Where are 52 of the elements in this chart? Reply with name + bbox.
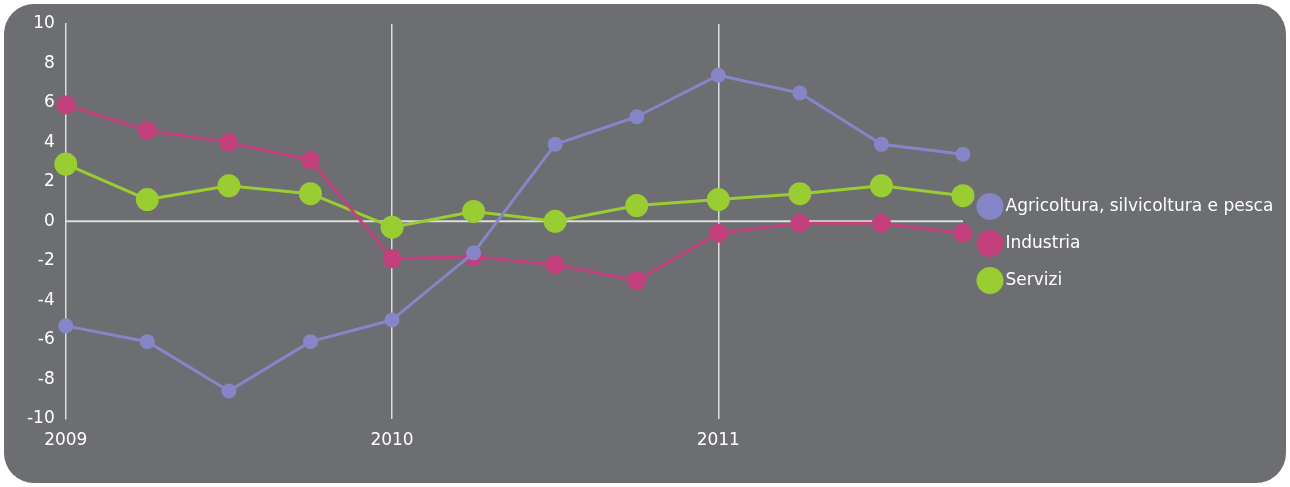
point: [629, 109, 645, 125]
point: [710, 67, 726, 83]
y-tick-label: 4: [43, 130, 55, 151]
point: [137, 121, 157, 141]
y-tick-label: 0: [43, 209, 55, 230]
point: [625, 194, 649, 218]
legend-label: Agricoltura, silvicoltura e pesca: [1005, 194, 1274, 215]
point: [545, 255, 565, 275]
point: [869, 174, 893, 198]
point: [543, 209, 567, 233]
y-tick-label: 10: [33, 12, 55, 33]
y-tick-label: -8: [37, 367, 55, 388]
legend-label: Industria: [1005, 231, 1081, 252]
x-tick-label: 2009: [44, 429, 88, 450]
point: [953, 223, 973, 243]
x-tick-label: 2011: [696, 429, 740, 450]
y-tick-label: -4: [37, 288, 55, 309]
point: [382, 249, 402, 269]
point: [627, 270, 647, 290]
y-tick-label: -2: [37, 249, 55, 270]
point: [58, 318, 74, 334]
point: [380, 215, 404, 239]
point: [466, 245, 482, 261]
point: [221, 383, 237, 399]
point: [462, 199, 486, 223]
point: [708, 223, 728, 243]
point: [871, 213, 891, 233]
point: [792, 85, 808, 101]
point: [298, 182, 322, 206]
y-tick-label: 2: [43, 170, 55, 191]
point: [302, 334, 318, 350]
point: [706, 188, 730, 212]
point: [790, 213, 810, 233]
point: [547, 136, 563, 152]
y-tick-label: 6: [43, 91, 55, 112]
y-tick-label: 8: [43, 51, 55, 72]
legend-label: Servizi: [1005, 268, 1063, 289]
y-tick-label: -6: [37, 328, 55, 349]
point: [217, 174, 241, 198]
point: [384, 312, 400, 328]
point: [873, 136, 889, 152]
point: [54, 152, 78, 176]
point: [139, 334, 155, 350]
x-tick-label: 2010: [370, 429, 414, 450]
point: [300, 150, 320, 170]
point: [56, 95, 76, 115]
y-tick-label: -10: [26, 407, 55, 428]
point: [955, 146, 971, 162]
point: [135, 188, 159, 212]
point: [951, 184, 975, 208]
point: [219, 132, 239, 152]
point: [788, 182, 812, 206]
